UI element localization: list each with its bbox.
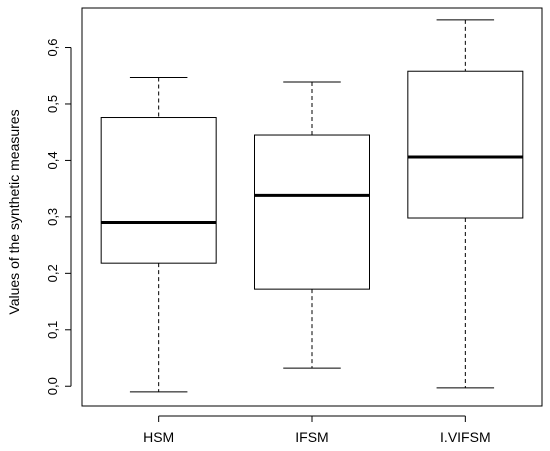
y-tick-label: 0,4 — [45, 151, 60, 169]
y-tick-label: 0,6 — [45, 38, 60, 56]
box-group-ivifsm — [407, 19, 524, 389]
x-axis: HSM IFSM I.VIFSM — [143, 415, 491, 445]
plot-frame — [81, 7, 543, 407]
x-tick-label: IFSM — [295, 429, 328, 445]
boxes — [100, 19, 524, 393]
y-tick-label: 0,5 — [45, 95, 60, 113]
y-tick-label: 0,0 — [45, 377, 60, 395]
y-tick-label: 0,3 — [45, 208, 60, 226]
x-tick-label: I.VIFSM — [440, 429, 491, 445]
box — [100, 117, 217, 264]
y-axis-label: Values of the synthetic measures — [6, 109, 22, 314]
y-tick-label: 0,1 — [45, 321, 60, 339]
x-tick-label: HSM — [143, 429, 174, 445]
box — [254, 134, 370, 290]
box-group-ifsm — [254, 81, 370, 369]
y-axis: 0,0 0,1 0,2 0,3 0,4 0,5 0,6 — [45, 38, 72, 395]
box-group-hsm — [100, 76, 217, 393]
box — [407, 70, 524, 219]
y-tick-label: 0,2 — [45, 264, 60, 282]
